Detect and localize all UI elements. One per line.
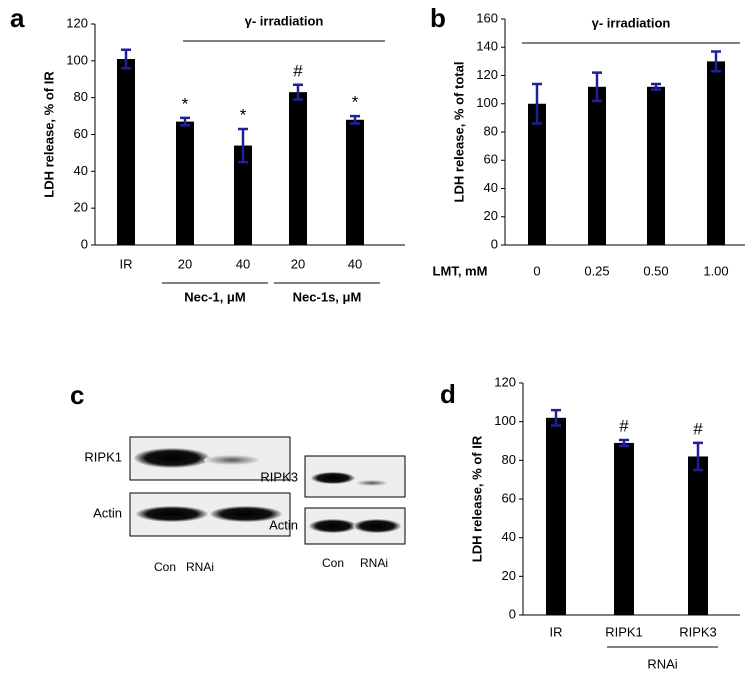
y-tick-label: 80 — [502, 452, 516, 467]
annotation: # — [693, 419, 703, 438]
band — [134, 448, 210, 468]
y-tick-label: 40 — [502, 529, 516, 544]
error-bar — [532, 82, 542, 125]
bar — [614, 442, 634, 615]
error-bar — [693, 441, 703, 472]
group-label: Nec-1, μM — [184, 289, 245, 304]
band — [136, 506, 208, 522]
bar — [647, 86, 665, 245]
y-axis-label: LDH release, % of IR — [41, 71, 56, 198]
annotation: * — [240, 105, 247, 124]
y-tick-label: 140 — [476, 39, 498, 54]
annotation: # — [619, 417, 629, 436]
blot-panel: c RIPK1 Actin Con RNAi RIPK3 Actin Con R… — [70, 380, 406, 574]
bar — [528, 103, 546, 245]
x-tick-label: 20 — [291, 256, 305, 271]
annotation: * — [182, 94, 189, 113]
x-tick-label: RIPK1 — [605, 624, 643, 639]
y-tick-label: 100 — [66, 52, 88, 67]
y-axis-label: LDH release, % of IR — [469, 435, 484, 562]
error-bar — [592, 71, 602, 103]
x-axis-label: LMT, mM — [433, 263, 488, 278]
error-bar — [350, 114, 360, 125]
y-tick-label: 60 — [502, 490, 516, 505]
y-tick-label: 100 — [476, 95, 498, 110]
y-tick-label: 120 — [66, 15, 88, 30]
lane-label: Con — [154, 560, 176, 574]
x-tick-label: 40 — [236, 256, 250, 271]
bar — [546, 417, 566, 615]
bar — [707, 61, 725, 245]
y-tick-label: 20 — [502, 568, 516, 583]
panel-letter: b — [430, 3, 446, 33]
band — [356, 480, 388, 486]
error-bar — [180, 116, 190, 127]
error-bar — [651, 82, 661, 91]
x-tick-label: 0 — [533, 263, 540, 278]
y-tick-label: 60 — [484, 152, 498, 167]
bar — [588, 86, 606, 245]
error-bar — [711, 50, 721, 73]
group-label: Nec-1s, μM — [293, 289, 362, 304]
band — [204, 455, 260, 465]
panel-letter: c — [70, 380, 84, 410]
blot-label: RIPK1 — [84, 449, 122, 464]
band — [210, 506, 282, 522]
blot-label: Actin — [93, 505, 122, 520]
lane-label: RNAi — [186, 560, 214, 574]
x-tick-label: IR — [120, 256, 133, 271]
y-tick-label: 120 — [494, 374, 516, 389]
y-tick-label: 100 — [494, 413, 516, 428]
annotation: * — [352, 93, 359, 112]
error-bar — [121, 48, 131, 70]
bar — [688, 456, 708, 615]
y-tick-label: 60 — [74, 126, 88, 141]
x-tick-label: 1.00 — [703, 263, 728, 278]
band — [353, 519, 401, 533]
lane-label: Con — [322, 556, 344, 570]
treatment-label: γ- irradiation — [245, 13, 324, 28]
bar — [176, 121, 194, 245]
panel-letter: d — [440, 379, 456, 409]
lane-label: RNAi — [360, 556, 388, 570]
y-tick-label: 120 — [476, 67, 498, 82]
error-bar — [619, 438, 629, 448]
y-tick-label: 80 — [74, 89, 88, 104]
y-tick-label: 20 — [484, 208, 498, 223]
x-tick-label: 0.25 — [584, 263, 609, 278]
y-tick-label: 0 — [509, 606, 516, 621]
y-tick-label: 20 — [74, 200, 88, 215]
y-tick-label: 0 — [81, 236, 88, 251]
y-tick-label: 160 — [476, 10, 498, 25]
bar — [234, 145, 252, 245]
group-label: RNAi — [647, 656, 677, 671]
bar — [117, 58, 135, 245]
y-tick-label: 0 — [491, 236, 498, 251]
band — [311, 472, 355, 484]
blot-label: RIPK3 — [260, 469, 298, 484]
bar — [289, 92, 307, 246]
error-bar — [238, 127, 248, 164]
blot-label: Actin — [269, 517, 298, 532]
x-tick-label: RIPK3 — [679, 624, 717, 639]
band — [309, 519, 357, 533]
y-tick-label: 80 — [484, 123, 498, 138]
y-tick-label: 40 — [484, 180, 498, 195]
x-tick-label: 20 — [178, 256, 192, 271]
annotation: # — [293, 61, 303, 80]
x-tick-label: 40 — [348, 256, 362, 271]
bar — [346, 119, 364, 245]
y-tick-label: 40 — [74, 163, 88, 178]
x-tick-label: IR — [550, 624, 563, 639]
panel-letter: a — [10, 3, 25, 33]
error-bar — [293, 83, 303, 101]
treatment-label: γ- irradiation — [592, 15, 671, 30]
blot — [304, 455, 406, 498]
x-tick-label: 0.50 — [643, 263, 668, 278]
y-axis-label: LDH release, % of total — [451, 62, 466, 203]
error-bar — [551, 408, 561, 427]
